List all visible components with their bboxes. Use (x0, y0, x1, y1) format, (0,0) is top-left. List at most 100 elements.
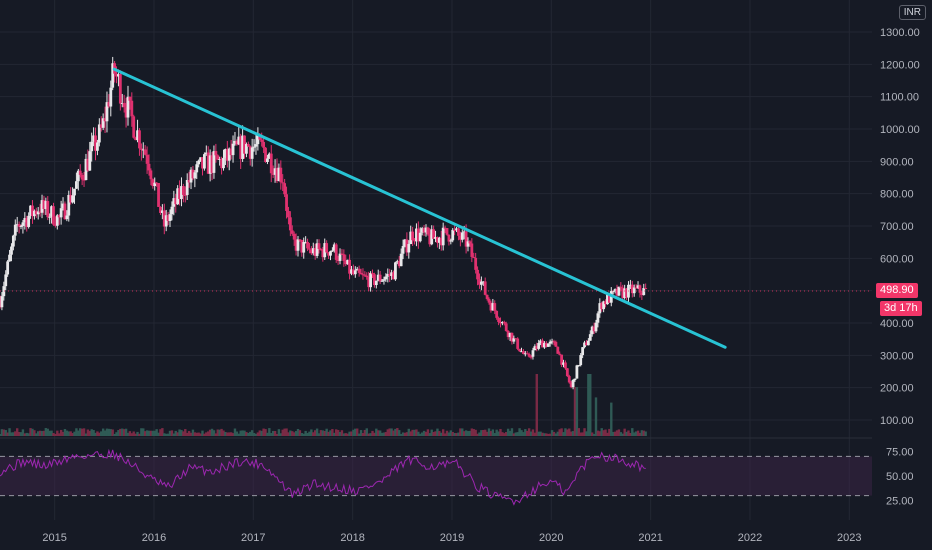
candle-down (42, 200, 46, 209)
candle-up (256, 134, 260, 145)
volume-bar (310, 429, 313, 436)
candle-up (588, 334, 592, 341)
rsi-tick-label: 25.00 (886, 496, 914, 508)
candle-up (460, 232, 464, 240)
candle-down (569, 382, 573, 388)
volume-bar (321, 430, 325, 436)
price-axis[interactable]: 100.00200.00300.00400.00500.00600.00700.… (880, 27, 920, 427)
volume-bar (420, 432, 424, 436)
volume-bar (589, 374, 592, 436)
volume-bar (608, 428, 611, 436)
candle-down (174, 198, 178, 205)
candle-down (107, 102, 111, 107)
candle-down (371, 272, 374, 275)
candle-up (550, 341, 554, 343)
volume-bar (195, 432, 198, 436)
candle-down (287, 210, 290, 218)
candle-down (615, 289, 619, 296)
price-tick-label: 1000.00 (880, 124, 920, 136)
candle-up (441, 227, 445, 246)
volume-bar (231, 433, 235, 436)
volume-bar (377, 430, 380, 436)
candle-up (199, 157, 202, 161)
volume-bar (499, 428, 502, 436)
volume-bar (613, 431, 617, 436)
currency-badge[interactable]: INR (898, 5, 926, 20)
volume-bar (625, 431, 628, 436)
volume-bar (514, 432, 517, 436)
volume-bar (333, 432, 336, 436)
candle-down (361, 274, 365, 276)
candle-up (579, 355, 583, 366)
time-tick-label: 2023 (837, 532, 861, 544)
candle-up (252, 146, 256, 148)
candle-up (117, 74, 120, 77)
volume-bar (474, 429, 477, 436)
volume-bar (33, 430, 36, 436)
candle-down (567, 376, 571, 383)
candle-up (386, 274, 390, 277)
candle-down (600, 303, 604, 310)
volume-bar (145, 430, 149, 436)
volume-bar (583, 428, 586, 436)
candle-up (338, 253, 342, 261)
candle-up (73, 188, 76, 196)
volume-bar (277, 429, 281, 436)
volume-bar (285, 428, 288, 436)
candle-down (367, 277, 371, 288)
volume-bar (592, 433, 596, 436)
volume-bar (629, 432, 632, 436)
candle-up (195, 164, 199, 173)
time-axis[interactable]: 2015 2016 2017 2018 2019 2020 2021 2022 2023 (42, 532, 861, 544)
candle-up (407, 244, 411, 253)
candle-down (525, 353, 529, 355)
volume-bar (615, 430, 619, 436)
volume-bar (289, 430, 292, 436)
candle-down (57, 215, 61, 218)
volume-bar (449, 430, 453, 436)
volume-bar (302, 433, 305, 436)
candle-down (269, 153, 273, 174)
candle-up (481, 281, 485, 283)
candle-up (311, 248, 315, 254)
candle-down (495, 310, 499, 318)
candle-down (522, 351, 525, 354)
volume-bar (537, 431, 540, 436)
volume-bar (611, 431, 615, 436)
candle-down (308, 248, 311, 250)
candle-down (604, 301, 607, 305)
candle-down (493, 303, 497, 311)
candle-up (96, 142, 99, 151)
volume-bar (403, 432, 407, 436)
candle-up (168, 214, 172, 222)
candle-down (621, 287, 625, 298)
volume-bar (539, 431, 542, 436)
candle-up (136, 130, 139, 141)
candle-down (201, 157, 204, 169)
rsi-axis[interactable]: 25.00 50.00 75.00 (886, 447, 914, 508)
volume-bar (399, 433, 403, 436)
volume-bar (46, 428, 49, 436)
volume-bar (109, 429, 112, 436)
volume-bar (17, 432, 21, 436)
volume-bar (4, 430, 7, 436)
volume-bar (390, 428, 393, 436)
volume-bar (468, 430, 472, 436)
volume-bar (218, 429, 221, 436)
candle-down (499, 321, 502, 324)
candle-up (430, 229, 434, 245)
volume-bar (541, 432, 544, 436)
volume-bar (12, 432, 15, 436)
volume-bar (480, 430, 483, 436)
volume-bar (466, 431, 470, 436)
volume-bar (445, 430, 449, 436)
candle-up (8, 254, 11, 262)
trendline[interactable] (112, 67, 727, 349)
volume-bar (331, 428, 334, 436)
candle-up (10, 246, 13, 255)
candle-down (313, 248, 317, 256)
candle-up (449, 240, 453, 242)
candle-down (69, 194, 73, 203)
volume-bar (432, 431, 435, 436)
